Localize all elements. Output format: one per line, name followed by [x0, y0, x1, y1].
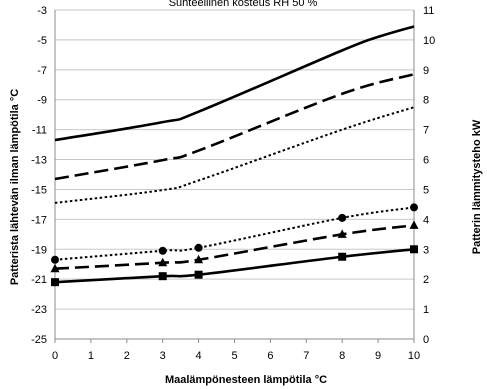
data-point — [194, 270, 203, 279]
y-left-tick-label: -17 — [31, 214, 47, 226]
series-1 — [54, 25, 415, 142]
gridlines — [55, 9, 414, 340]
series-line — [54, 224, 415, 271]
series-line — [54, 25, 415, 142]
y-right-tick-label: 9 — [423, 65, 429, 77]
y-right-tick-label: 0 — [423, 334, 429, 346]
y-left-tick-label: -3 — [37, 5, 47, 17]
y-right-tick-label: 2 — [423, 274, 429, 286]
data-point — [158, 246, 167, 255]
y-right-tick-label: 6 — [423, 155, 429, 167]
series-line — [54, 73, 415, 181]
data-point — [50, 263, 60, 273]
y-left-tick-label: -9 — [37, 95, 47, 107]
data-point — [337, 229, 347, 238]
y-left-tick-label: -13 — [31, 155, 47, 167]
x-tick-label: 0 — [52, 350, 58, 362]
y-right-tick-label: 5 — [423, 184, 429, 196]
y-left-tick-label: -15 — [31, 184, 47, 196]
series-6 — [51, 245, 418, 287]
data-point — [194, 254, 204, 264]
x-tick-label: 10 — [408, 350, 420, 362]
chart-title: Suhteellinen kosteus RH 50 % — [169, 0, 318, 9]
x-tick-label: 6 — [267, 350, 273, 362]
y-left-tick-label: -7 — [37, 65, 47, 77]
y-right-tick-label: 11 — [423, 5, 434, 17]
axes: -3-5-7-9-11-13-15-17-19-21-23-2511109876… — [31, 5, 435, 362]
y-right-tick-label: 3 — [423, 244, 429, 256]
x-axis-title: Maalämpönesteen lämpötila °C — [165, 374, 327, 386]
y-left-tick-label: -21 — [31, 274, 47, 286]
data-point — [158, 272, 167, 281]
x-tick-label: 7 — [303, 350, 309, 362]
y-left-tick-label: -23 — [31, 304, 47, 316]
y-left-tick-label: -11 — [32, 125, 47, 137]
y-left-tick-label: -19 — [31, 244, 47, 256]
data-point — [410, 203, 418, 212]
x-tick-label: 9 — [375, 350, 381, 362]
series-4 — [51, 203, 418, 264]
data-point — [338, 213, 347, 222]
series-3 — [54, 106, 415, 204]
series-line — [54, 106, 415, 204]
x-tick-label: 5 — [231, 350, 237, 362]
data-point — [158, 257, 168, 267]
data-point — [51, 255, 59, 264]
x-tick-label: 4 — [196, 350, 202, 362]
y-axis-right-title: Patterin lämmitysteho kW — [471, 119, 483, 254]
data-point — [338, 252, 347, 261]
y-right-tick-label: 8 — [423, 95, 429, 107]
x-tick-label: 2 — [124, 350, 130, 362]
x-tick-label: 1 — [88, 350, 94, 362]
y-right-tick-label: 1 — [423, 304, 429, 316]
data-point — [51, 278, 59, 287]
y-axis-left-title: Patterista lähtevän ilman lämpötila °C — [9, 89, 21, 285]
y-left-tick-label: -25 — [31, 334, 47, 346]
y-right-tick-label: 7 — [423, 125, 429, 137]
data-point — [194, 243, 203, 252]
data-point — [410, 245, 418, 254]
series-2 — [54, 73, 415, 181]
x-tick-label: 8 — [339, 350, 345, 362]
y-right-tick-label: 10 — [423, 35, 435, 47]
series-group — [50, 25, 419, 287]
series-line — [54, 206, 415, 261]
y-right-tick-label: 4 — [423, 214, 429, 226]
y-left-tick-label: -5 — [37, 35, 47, 47]
series-5 — [50, 220, 419, 273]
data-point — [409, 220, 419, 229]
x-tick-label: 3 — [160, 350, 166, 362]
